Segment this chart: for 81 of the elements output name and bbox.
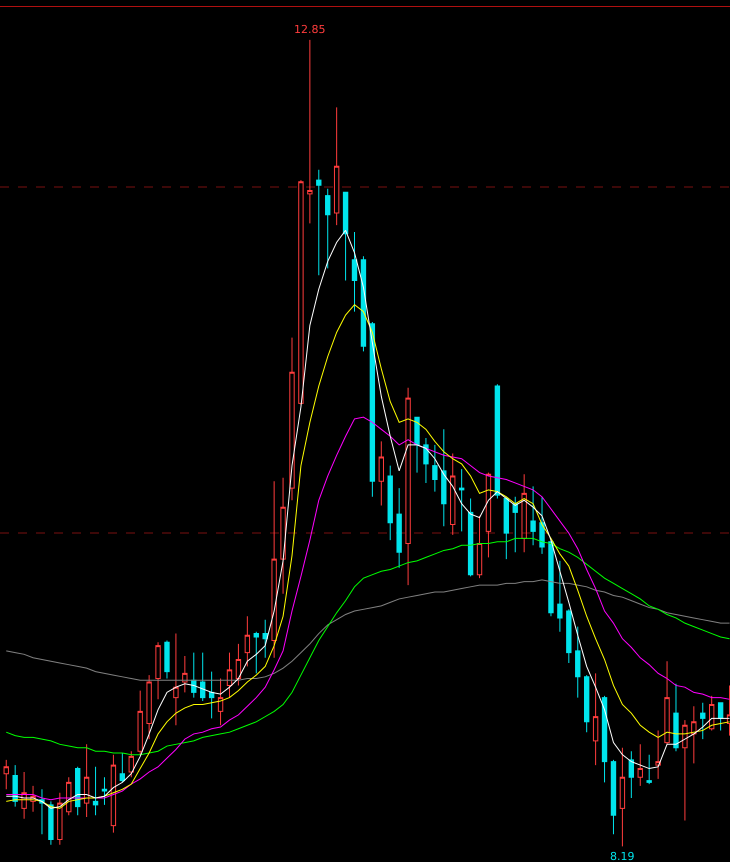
candlestick: [39, 788, 45, 835]
candlestick: [155, 642, 161, 700]
candlestick: [646, 754, 652, 785]
candlestick: [200, 652, 206, 702]
candlestick: [584, 674, 590, 733]
candlestick: [182, 656, 188, 693]
candlestick: [602, 695, 608, 783]
candlestick: [12, 764, 18, 808]
candlestick: [450, 453, 456, 536]
candlestick: [226, 652, 232, 698]
candlestick: [557, 560, 563, 632]
candlestick: [504, 496, 509, 560]
candlestick: [262, 619, 268, 658]
candlestick: [254, 631, 259, 674]
candlestick: [342, 192, 348, 281]
candlestick: [476, 515, 482, 579]
candlestick: [164, 640, 170, 680]
candlestick: [102, 776, 108, 806]
candlestick: [4, 759, 9, 790]
candlestick: [620, 747, 626, 847]
candlestick: [138, 690, 143, 756]
candlestick: [120, 752, 126, 783]
candlestick: [21, 772, 27, 820]
annotation: 8.19: [610, 850, 634, 862]
candlestick: [48, 800, 54, 846]
candlestick: [414, 416, 420, 474]
candlestick: [146, 674, 152, 740]
candlestick: [370, 322, 376, 498]
candlestick: [325, 188, 330, 269]
candlestick: [57, 792, 63, 846]
candlestick: [316, 169, 322, 276]
candlestick: [191, 652, 196, 698]
candlestick: [700, 702, 706, 740]
candlestick: [673, 683, 679, 752]
candlestick: [610, 759, 616, 835]
candlestick: [664, 660, 670, 745]
candlestick: [458, 468, 464, 532]
candlestick: [289, 337, 295, 501]
candlestick: [423, 437, 429, 484]
candlestick: [244, 616, 250, 667]
candlestick: [236, 643, 242, 686]
candlestick: [298, 180, 304, 406]
candlestick: [396, 488, 402, 568]
candlestick: [655, 730, 661, 780]
candlestick: [75, 766, 80, 816]
candlestick: [628, 750, 634, 798]
candlestick: [388, 465, 393, 541]
candlestick: [208, 671, 214, 719]
candlestick: [638, 744, 643, 786]
candlestick: [494, 384, 500, 500]
candlestick: [512, 496, 518, 553]
candlestick: [530, 486, 536, 546]
candlestick: [128, 750, 134, 778]
candlestick: [682, 720, 688, 821]
candlestick: [539, 496, 545, 554]
candlestick: [218, 678, 224, 726]
candlestick: [110, 754, 116, 834]
candlestick: [352, 232, 358, 312]
candlestick: [486, 472, 492, 558]
candlestick: [378, 440, 384, 506]
candlestick: [691, 706, 697, 764]
candlestick: [718, 702, 724, 731]
candlestick: [405, 387, 411, 586]
candlestick: [84, 744, 90, 818]
candlestick: [92, 766, 98, 816]
candlestick: [280, 477, 286, 594]
candlestick: [271, 480, 277, 658]
candlestick: [334, 106, 340, 226]
candlestick: [30, 785, 36, 812]
candlestick: [575, 626, 580, 698]
candlestick: [432, 444, 438, 492]
candlestick: [66, 776, 72, 816]
candlestick: [521, 474, 527, 553]
annotation: 12.85: [294, 23, 326, 36]
candlestick: [173, 633, 179, 726]
candlestick: [307, 39, 313, 224]
candlestick: [441, 428, 446, 527]
candlestick: [566, 608, 572, 664]
candlestick: [592, 672, 598, 766]
candlestick: [468, 498, 474, 577]
candlestick: [709, 695, 714, 731]
